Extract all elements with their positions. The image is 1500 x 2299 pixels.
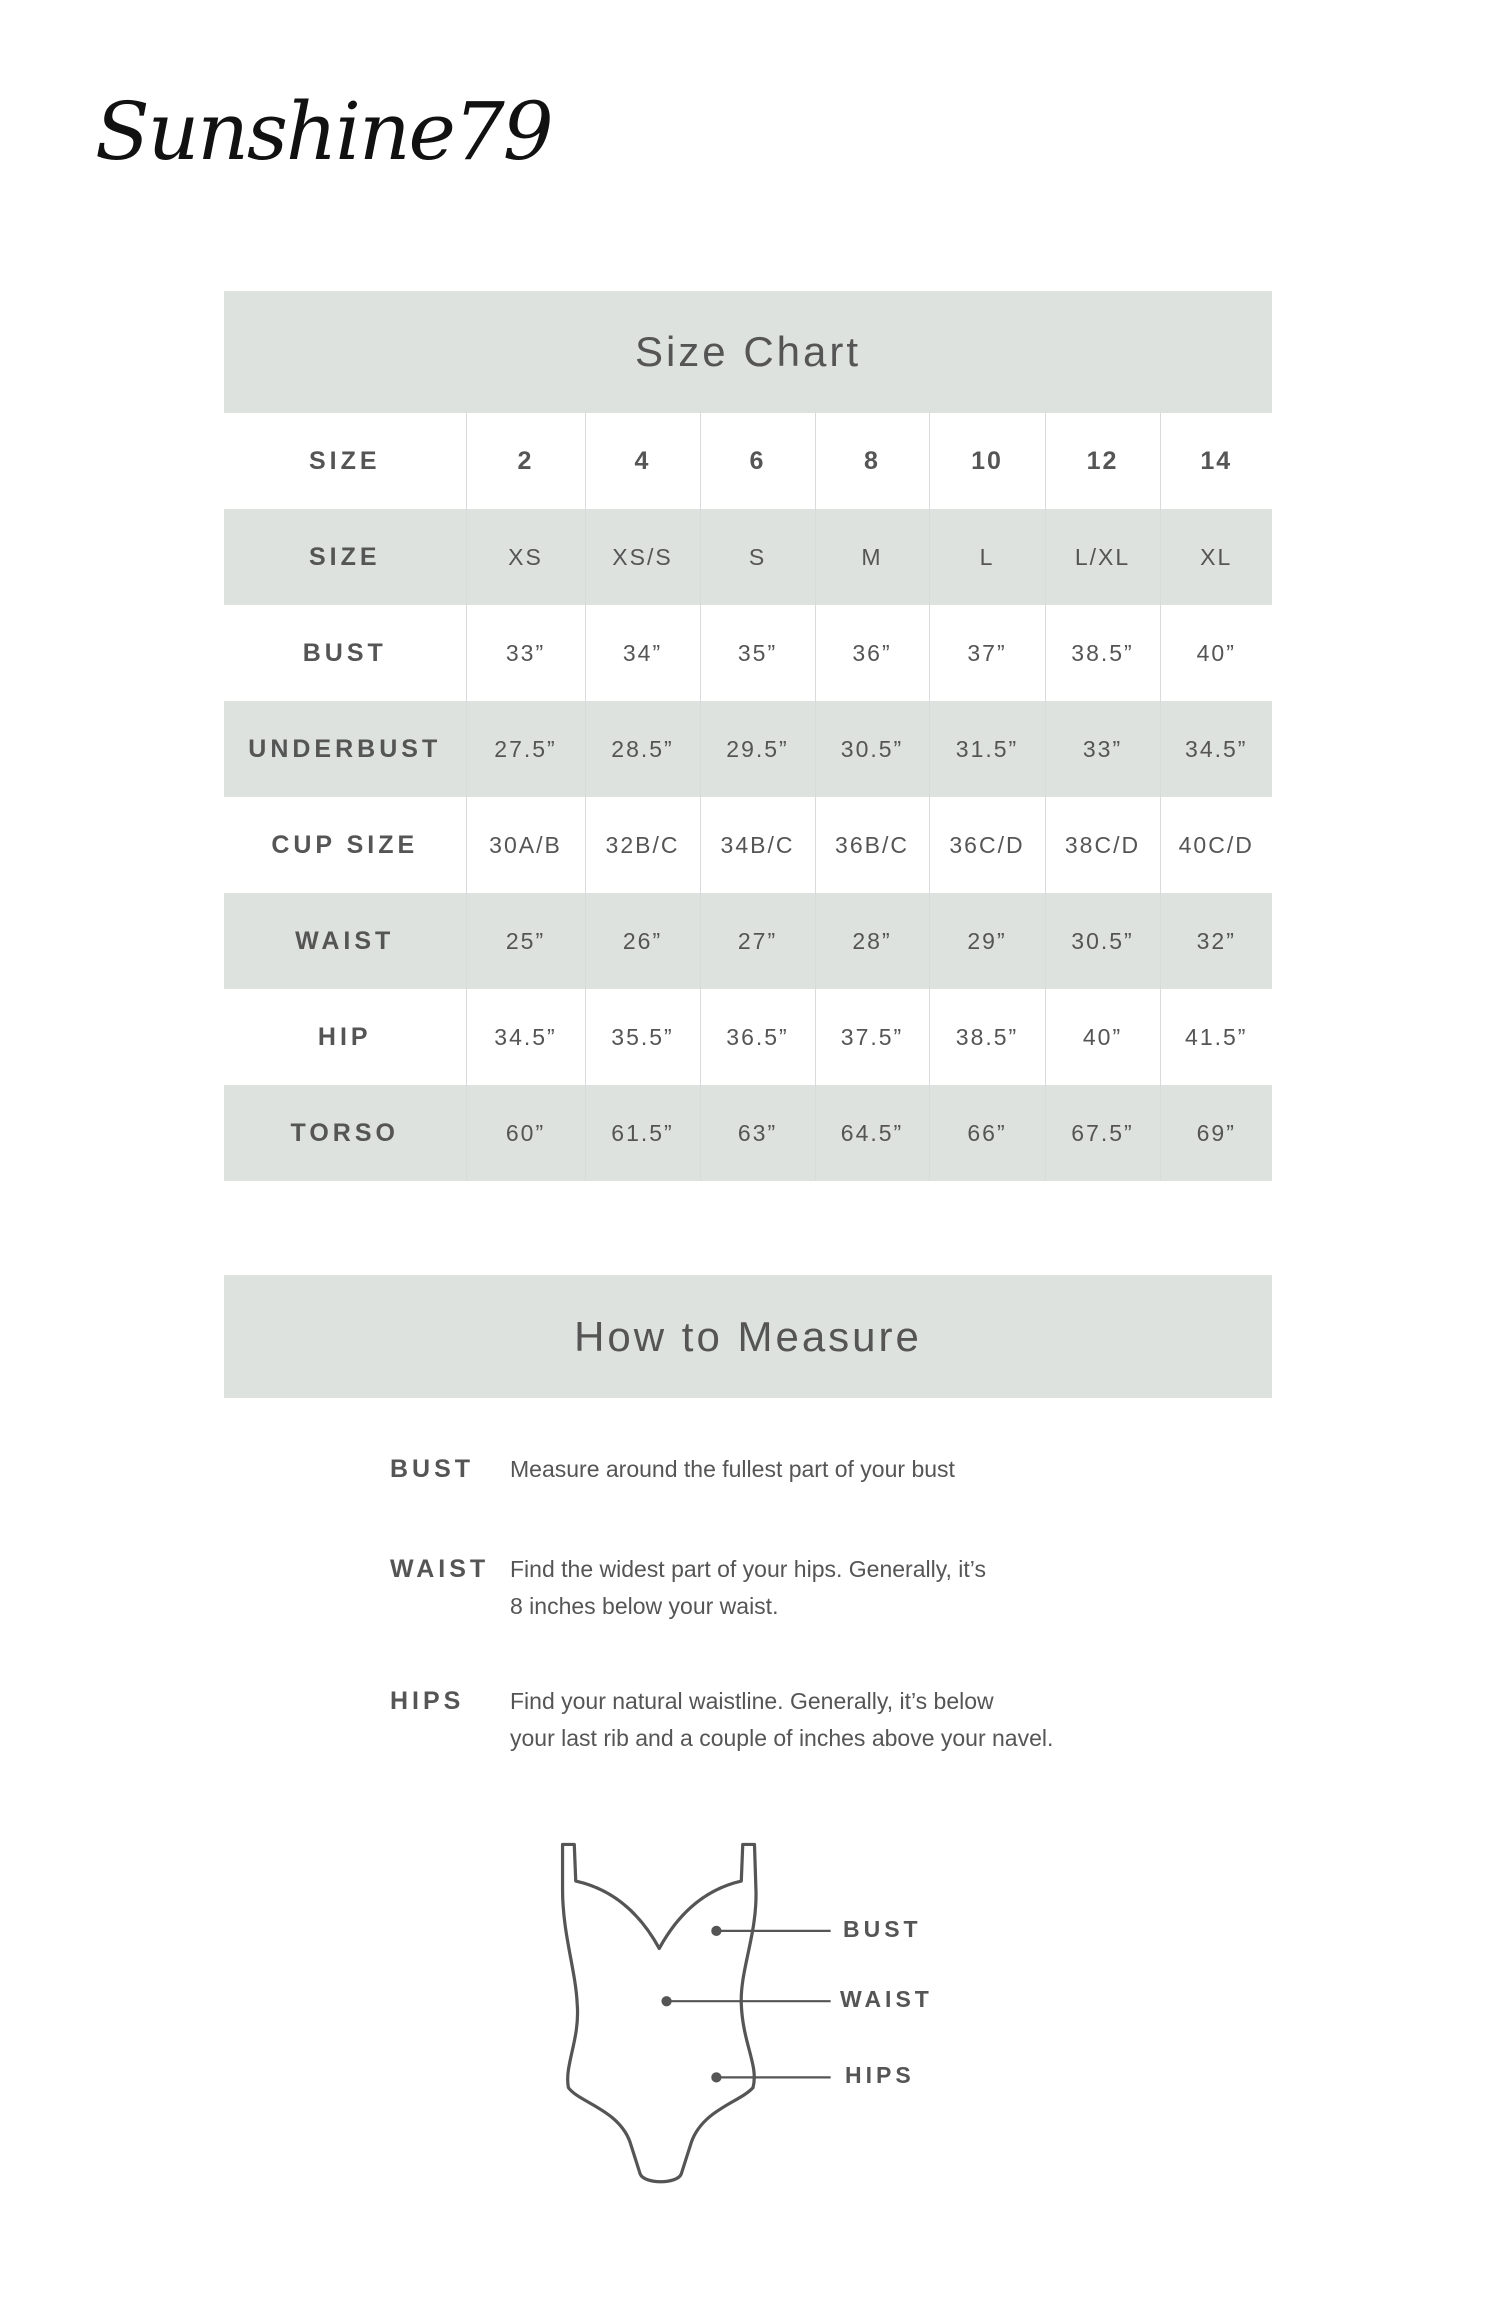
row-label: CUP SIZE [271,830,419,859]
instruction-label: WAIST [390,1555,490,1583]
table-cell: 35.5” [584,989,700,1085]
table-cell: 32B/C [584,797,700,893]
table-cell: 34.5” [1159,701,1272,797]
row-label: SIZE [224,509,466,605]
table-cell: 27” [699,893,815,989]
table-cell: 28.5” [584,701,700,797]
table-row: WAIST 25” 26” 27” 28” 29” 30.5” 32” [224,893,1272,989]
table-cell: 4 [584,413,700,509]
table-cell: 30.5” [814,701,929,797]
row-label: TORSO [224,1085,466,1181]
table-row: SIZE XS XS/S S M L L/XL XL [224,509,1272,605]
table-cell: 66” [928,1085,1045,1181]
row-label: SIZE [308,446,381,475]
instruction-text: your last rib and a couple of inches abo… [510,1725,1054,1751]
table-cell: 34B/C [699,797,815,893]
table-cell: 27.5” [465,701,585,797]
table-cell: 41.5” [1159,989,1272,1085]
table-header-row: SIZE 2 4 6 8 10 12 14 [224,413,1272,509]
how-to-measure-title: How to Measure [224,1275,1272,1398]
size-chart-title: Size Chart [224,291,1272,413]
instruction-text: Find your natural waistline. Generally, … [510,1688,994,1714]
table-cell: 40” [1159,605,1272,701]
table-cell: 69” [1159,1085,1272,1181]
table-cell: 12 [1044,413,1160,509]
size-chart-table: SIZE 2 4 6 8 10 12 14 SIZE XS XS/S S M L L/XL XL BUST 33”… [224,413,1272,1181]
bust-dot [711,1925,722,1936]
diagram-label-hips: HIPS [845,2062,915,2088]
table-cell: 31.5” [928,701,1045,797]
table-cell: 8 [814,413,929,509]
table-cell: 61.5” [584,1085,700,1181]
table-row: CUP SIZE 30A/B 32B/C 34B/C 36B/C 36C/D 38C/D 40… [224,797,1272,893]
table-cell: 60” [465,1085,585,1181]
table-cell: 2 [465,413,585,509]
table-cell: 6 [699,413,815,509]
table-cell: 29” [928,893,1045,989]
table-cell: 36C/D [928,797,1045,893]
table-cell: 35” [699,605,815,701]
table-cell: 40C/D [1159,797,1272,893]
table-cell: 33” [1044,701,1160,797]
table-cell: 34.5” [465,989,585,1085]
table-cell: 36B/C [814,797,929,893]
table-cell: 38.5” [928,989,1045,1085]
hips-dot [711,2072,722,2083]
instruction-text: 8 inches below your waist. [510,1593,779,1619]
table-cell: 37.5” [814,989,929,1085]
brand-logo: Sunshine79 [95,85,554,178]
table-cell: 10 [928,413,1045,509]
diagram-label-waist: WAIST [840,1986,933,2012]
table-cell: 38C/D [1044,797,1160,893]
diagram-label-bust: BUST [843,1916,922,1942]
table-cell: 37” [928,605,1045,701]
row-label: UNDERBUST [224,701,466,797]
table-cell: 29.5” [699,701,815,797]
table-cell: 28” [814,893,929,989]
table-cell: 36” [814,605,929,701]
table-row: UNDERBUST 27.5” 28.5” 29.5” 30.5” 31.5” 33” 34.… [224,701,1272,797]
row-label: HIP [317,1022,372,1051]
table-cell: 30.5” [1044,893,1160,989]
table-cell: 26” [584,893,700,989]
row-label: WAIST [224,893,466,989]
table-row: BUST 33” 34” 35” 36” 37” 38.5” 40” [224,605,1272,701]
table-row: TORSO 60” 61.5” 63” 64.5” 66” 67.5” 69” [224,1085,1272,1181]
table-cell: M [814,509,929,605]
table-cell: 34” [584,605,700,701]
table-row: HIP 34.5” 35.5” 36.5” 37.5” 38.5” 40” 41.5” [224,989,1272,1085]
table-cell: L/XL [1044,509,1160,605]
table-cell: 63” [699,1085,815,1181]
table-cell: XS [465,509,585,605]
table-cell: 38.5” [1044,605,1160,701]
table-cell: 64.5” [814,1085,929,1181]
table-cell: S [699,509,815,605]
table-cell: XS/S [584,509,700,605]
instruction-text: Find the widest part of your hips. Gener… [510,1556,986,1582]
instruction-text: Measure around the fullest part of your … [510,1456,955,1482]
table-cell: 30A/B [465,797,585,893]
instruction-label: BUST [390,1455,475,1483]
table-cell: 25” [465,893,585,989]
table-cell: 36.5” [699,989,815,1085]
instruction-label: HIPS [390,1687,465,1715]
bodysuit-outline [560,1842,758,2184]
table-cell: 32” [1159,893,1272,989]
table-cell: L [928,509,1045,605]
table-cell: 40” [1044,989,1160,1085]
table-cell: 33” [465,605,585,701]
table-cell: XL [1159,509,1272,605]
waist-dot [661,1996,672,2007]
table-cell: 14 [1159,413,1272,509]
table-cell: 67.5” [1044,1085,1160,1181]
row-label: BUST [302,638,387,667]
